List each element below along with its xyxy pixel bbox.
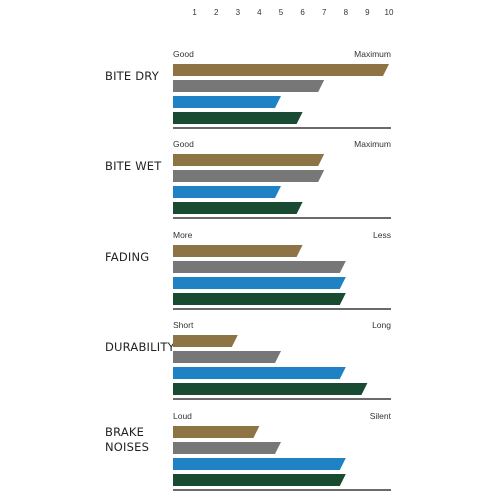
scale-tick-label: 9 [365, 8, 370, 17]
bar [173, 442, 281, 454]
scale-high-label: Less [373, 230, 391, 240]
category-label: BRAKE [105, 425, 144, 439]
bar [173, 277, 346, 289]
bar [173, 367, 346, 379]
category-label: FADING [105, 250, 149, 264]
bar [173, 186, 281, 198]
scale-high-label: Maximum [354, 49, 391, 59]
scale-tick-label: 4 [257, 8, 262, 17]
scale-low-label: Good [173, 49, 194, 59]
bar [173, 64, 389, 76]
scale-tick-label: 1 [192, 8, 197, 17]
bar [173, 170, 325, 182]
category-label: DURABILITY [105, 340, 176, 354]
scale-tick-label: 8 [344, 8, 349, 17]
category-label: NOISES [105, 440, 149, 454]
bar [173, 474, 346, 486]
bar [173, 112, 303, 124]
scale-tick-label: 10 [385, 8, 394, 17]
scale-tick-label: 7 [322, 8, 327, 17]
scale-low-label: Short [173, 320, 194, 330]
scale-low-label: Loud [173, 411, 192, 421]
bar [173, 351, 281, 363]
scale-tick-label: 5 [279, 8, 284, 17]
scale-high-label: Long [372, 320, 391, 330]
bar [173, 154, 325, 166]
bar [173, 202, 303, 214]
bar [173, 80, 325, 92]
scale-high-label: Maximum [354, 139, 391, 149]
bar [173, 96, 281, 108]
bar [173, 383, 368, 395]
bar [173, 293, 346, 305]
category-label: BITE DRY [105, 69, 160, 83]
scale-low-label: Good [173, 139, 194, 149]
bar [173, 426, 260, 438]
bar [173, 335, 238, 347]
bar [173, 458, 346, 470]
scale-high-label: Silent [370, 411, 392, 421]
scale-tick-label: 2 [214, 8, 219, 17]
category-label: BITE WET [105, 159, 162, 173]
bar [173, 245, 303, 257]
scale-tick-label: 6 [300, 8, 305, 17]
scale-low-label: More [173, 230, 193, 240]
bar [173, 261, 346, 273]
scale-tick-label: 3 [236, 8, 241, 17]
